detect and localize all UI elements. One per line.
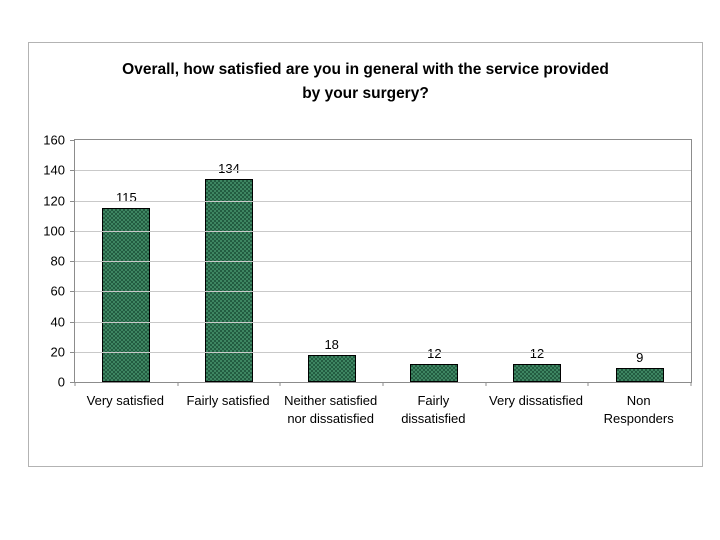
bar: 134 [205, 161, 253, 382]
bar-column: 134 [178, 140, 281, 382]
y-axis-label: 0 [57, 374, 65, 390]
y-axis-label: 160 [43, 132, 65, 148]
bar-column: 18 [280, 140, 383, 382]
y-axis-label: 120 [43, 193, 65, 208]
y-axis-tick [70, 261, 75, 262]
y-axis-label: 20 [50, 344, 65, 360]
y-axis-tick [70, 230, 75, 232]
x-axis-category-label: Fairly dissatisfied [401, 393, 466, 426]
bar: 115 [102, 190, 151, 382]
bar-value-label: 18 [324, 336, 339, 352]
y-axis-tick [70, 140, 75, 141]
x-axis-category-label: Neither satisfied nor dissatisfied [284, 393, 378, 426]
x-axis-tick [177, 382, 179, 386]
bar: 12 [410, 346, 459, 382]
x-axis-tick [382, 382, 384, 386]
y-axis-tick [70, 291, 75, 293]
x-axis-tick [587, 382, 589, 386]
bar-value-label: 12 [529, 345, 545, 361]
chart-title-line-1: Overall, how satisfied are you in genera… [122, 61, 609, 78]
y-axis-tick [70, 170, 75, 172]
bar-value-label: 12 [427, 345, 442, 361]
y-axis-tick [70, 351, 75, 353]
bar: 9 [615, 350, 664, 382]
chart-title: Overall, how satisfied are you in genera… [29, 58, 702, 106]
gridline [75, 351, 691, 353]
plot-columns: 115 134 18 12 12 9 [75, 140, 691, 382]
y-axis-label: 60 [50, 283, 65, 299]
gridline [75, 321, 691, 323]
plot-area: 115 134 18 12 12 9 0 20 40 60 80 100 120 140 160 [43, 133, 692, 390]
bar-column: 115 [75, 140, 178, 382]
x-axis-tick [485, 382, 487, 386]
y-axis-tick [70, 321, 75, 323]
bar-value-label: 134 [218, 161, 240, 177]
x-axis-tick [74, 382, 76, 386]
x-axis-category-label: Non Responders [603, 393, 674, 426]
gridline [75, 230, 691, 232]
gridline [75, 291, 691, 293]
bar-value-label: 9 [636, 350, 644, 366]
x-axis-tick [279, 382, 281, 386]
x-axis-tick [690, 382, 692, 386]
chart-container: Overall, how satisfied are you in genera… [28, 42, 703, 467]
gridline [75, 170, 691, 172]
x-axis-category-label: Very dissatisfied [489, 393, 583, 408]
bar: 12 [513, 346, 562, 382]
gridline [75, 261, 691, 262]
bar-column: 12 [383, 140, 486, 382]
y-axis-tick [70, 382, 75, 383]
y-axis-tick [70, 200, 75, 202]
bar-column: 9 [588, 140, 691, 382]
y-axis-label: 40 [50, 314, 65, 329]
chart-title-line-2: by your surgery? [302, 85, 429, 103]
y-axis-label: 100 [43, 223, 65, 239]
bar: 18 [307, 337, 356, 382]
x-axis-category-label: Very satisfied [86, 393, 164, 408]
bar-column: 12 [486, 140, 589, 382]
y-axis-label: 80 [50, 253, 65, 269]
x-axis-category-label: Fairly satisfied [186, 393, 270, 408]
gridline [75, 200, 691, 202]
y-axis-label: 140 [43, 162, 65, 178]
bar-value-label: 115 [115, 190, 137, 206]
x-axis-labels: Very satisfied Fairly satisfied Neither sa… [74, 392, 690, 427]
